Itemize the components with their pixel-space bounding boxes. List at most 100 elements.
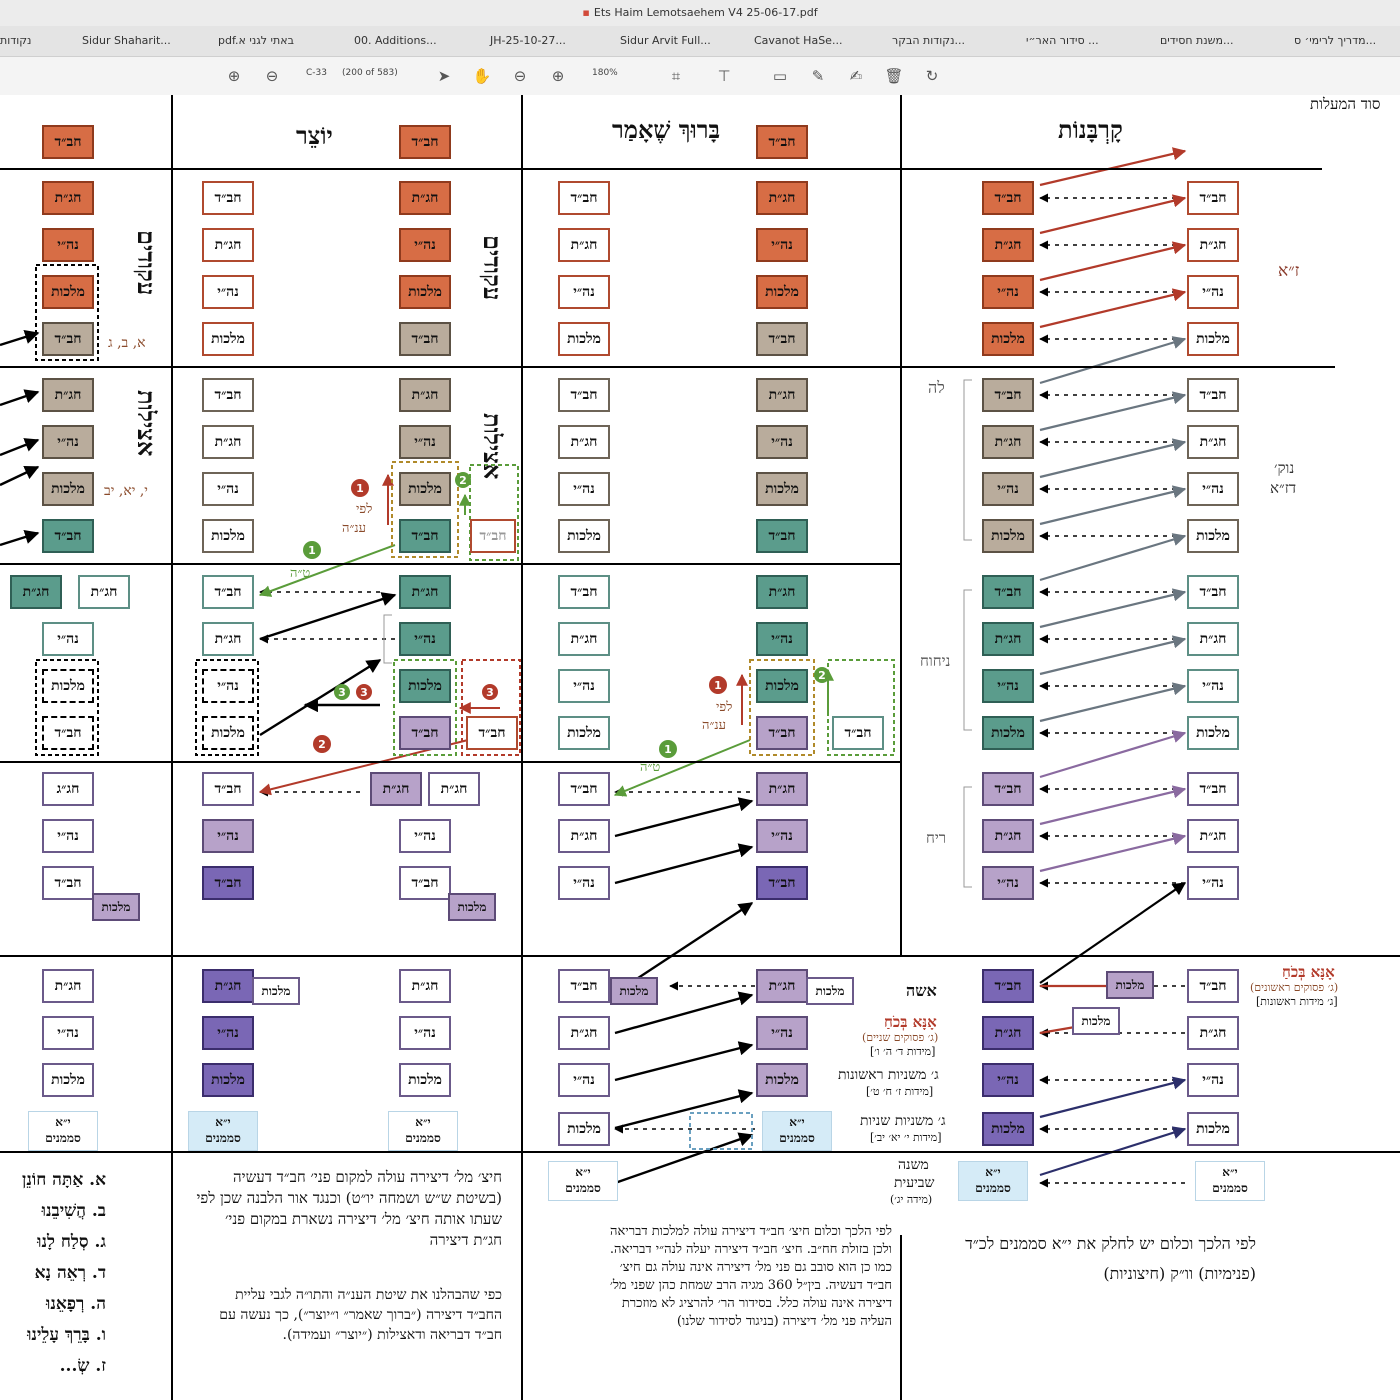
box-nehi: נה״י [202,819,254,853]
box-nehi: נה״י [202,472,254,506]
box-malchut: מלכות [399,275,451,309]
zoom-in-icon[interactable]: ⊕ [551,67,565,85]
zoom-level[interactable]: 180% [592,68,618,78]
box-chabad: חב״ד [1187,378,1239,412]
header-baruch-sheamar: בָּרוּךְ שֶׁאָמַר [612,115,721,144]
tab[interactable]: 00. Additions... [354,34,437,47]
box-chabad: חב״ד [982,969,1034,1003]
box-chagat: חג״ת [756,772,808,806]
box-chabad: חב״ד [1187,772,1239,806]
box-chabad: חב״ד [982,378,1034,412]
tab[interactable]: pdf.באתי לגני א [218,34,294,47]
tab[interactable]: משנת חסידים... [1160,34,1234,47]
box-chabad: חב״ד [399,866,451,900]
box-samemanim: י״א סממנים [188,1111,258,1151]
box-chabad: חב״ד [399,519,451,553]
label-dza: דז״א [1270,479,1297,497]
box-malchut: מלכות [42,472,94,506]
box-malchut: מלכות [202,322,254,356]
box-nehi: נה״י [982,275,1034,309]
svg-text:3: 3 [360,686,368,699]
label-lefi-1: לפי [716,700,733,715]
box-chagat: חג״ת [558,819,610,853]
box-malchut: מלכות [982,322,1034,356]
pen-icon[interactable]: ✎ [811,67,825,85]
box-nehi: נה״י [1187,472,1239,506]
box-malchut: מלכות [982,519,1034,553]
label-ana-sub-2b: [מידות ד׳ ה׳ ו׳] [870,1045,936,1058]
box-nehi: נה״י [1187,866,1239,900]
box-malchut: מלכות [558,519,610,553]
box-chagat: חג״ת [1187,425,1239,459]
label-lefi-2: לפי [356,502,373,517]
hand-icon[interactable]: ✋ [472,67,492,85]
box-nehi: נה״י [756,228,808,262]
box-malchut: מלכות [558,322,610,356]
box-malchut: מלכות [1187,519,1239,553]
tab[interactable]: נקודות הבקר... [892,34,965,47]
box-malchut: מלכות [558,716,610,750]
box-chabad: חב״ד [399,322,451,356]
page-down-icon[interactable]: ⊖ [265,67,279,85]
box-malchut: מלכות [558,1112,610,1146]
label-leah: לה [928,378,945,397]
box-malchut: מלכות [982,716,1034,750]
box-chagat: חג״ת [982,622,1034,656]
box-chabad: חב״ד [466,716,518,750]
box-malchut: מלכות [42,275,94,309]
row-divider [0,761,900,763]
page-up-icon[interactable]: ⊕ [227,67,241,85]
box-chagat: חג״ת [370,772,422,806]
box-nehi: נה״י [202,275,254,309]
select-arrow-icon[interactable]: ➤ [437,67,451,85]
sign-icon[interactable]: ✍ [849,67,863,85]
box-malchut: מלכות [1187,1112,1239,1146]
rotate-icon[interactable]: ↻ [925,67,939,85]
box-nehi: נה״י [202,1016,254,1050]
row-divider [0,168,1322,170]
box-nehi: נה״י [399,425,451,459]
box-chabad: חב״ד [202,181,254,215]
box-malchut: מלכות [982,1112,1034,1146]
tab[interactable]: מדריך לרימי׳ ס... [1294,34,1377,47]
box-chagat: חג״ת [558,1016,610,1050]
box-nehi: נה״י [1187,1063,1239,1097]
box-chagat: חג״ת [982,819,1034,853]
tab[interactable]: סידור האר״י ... [1026,34,1099,47]
tab[interactable]: נקודות [0,34,32,47]
box-nehi: נה״י [558,866,610,900]
svg-text:2: 2 [818,669,826,682]
tab[interactable]: Cavanot HaSe... [754,34,843,47]
box-nehi: נה״י [399,228,451,262]
korbanot-note: לפי הלכך וכלום יש לחלק את י״א סממנים לכ״… [965,1234,1256,1283]
comment-icon[interactable]: ▭ [772,67,788,85]
tab[interactable]: JH-25-10-27... [490,34,566,47]
label-nukva: נוק׳ [1274,459,1295,477]
svg-text:1: 1 [308,544,316,557]
box-chagat: חג״ת [558,425,610,459]
box-nehi: נה״י [982,1063,1034,1097]
box-chabad: חב״ד [399,125,451,159]
page-input[interactable]: C-33 [306,68,327,78]
amida-item: ד. רְאֵה נָא [34,1263,106,1283]
box-nehi: נה״י [756,1016,808,1050]
box-chabad: חב״ד [202,575,254,609]
stamp-icon[interactable]: ⊤ [717,67,731,85]
box-nehi: נה״י [399,819,451,853]
box-chagat: חג״ת [558,228,610,262]
window-title: Ets Haim Lemotsaehem V4 25-06-17.pdf [593,6,818,19]
tab[interactable]: Sidur Arvit Full... [620,34,711,47]
trash-icon[interactable]: 🗑 [884,67,904,85]
tab[interactable]: Sidur Shaharit... [82,34,171,47]
box-chabad: חב״ד [982,772,1034,806]
box-nehi: נה״י [42,425,94,459]
label-za: ז״א [1278,261,1300,281]
crop-icon[interactable]: ⌗ [671,67,681,85]
box-nehi: נה״י [558,472,610,506]
zoom-out-icon[interactable]: ⊖ [513,67,527,85]
label-isha: אשה [906,981,937,1000]
box-chabad: חב״ד [1187,575,1239,609]
label-mishnayot-1: ג׳ משניות ראשונות [838,1067,939,1083]
box-samemanim: י״א סממנים [958,1161,1028,1201]
box-malchut-small: מלכות [1072,1007,1120,1035]
